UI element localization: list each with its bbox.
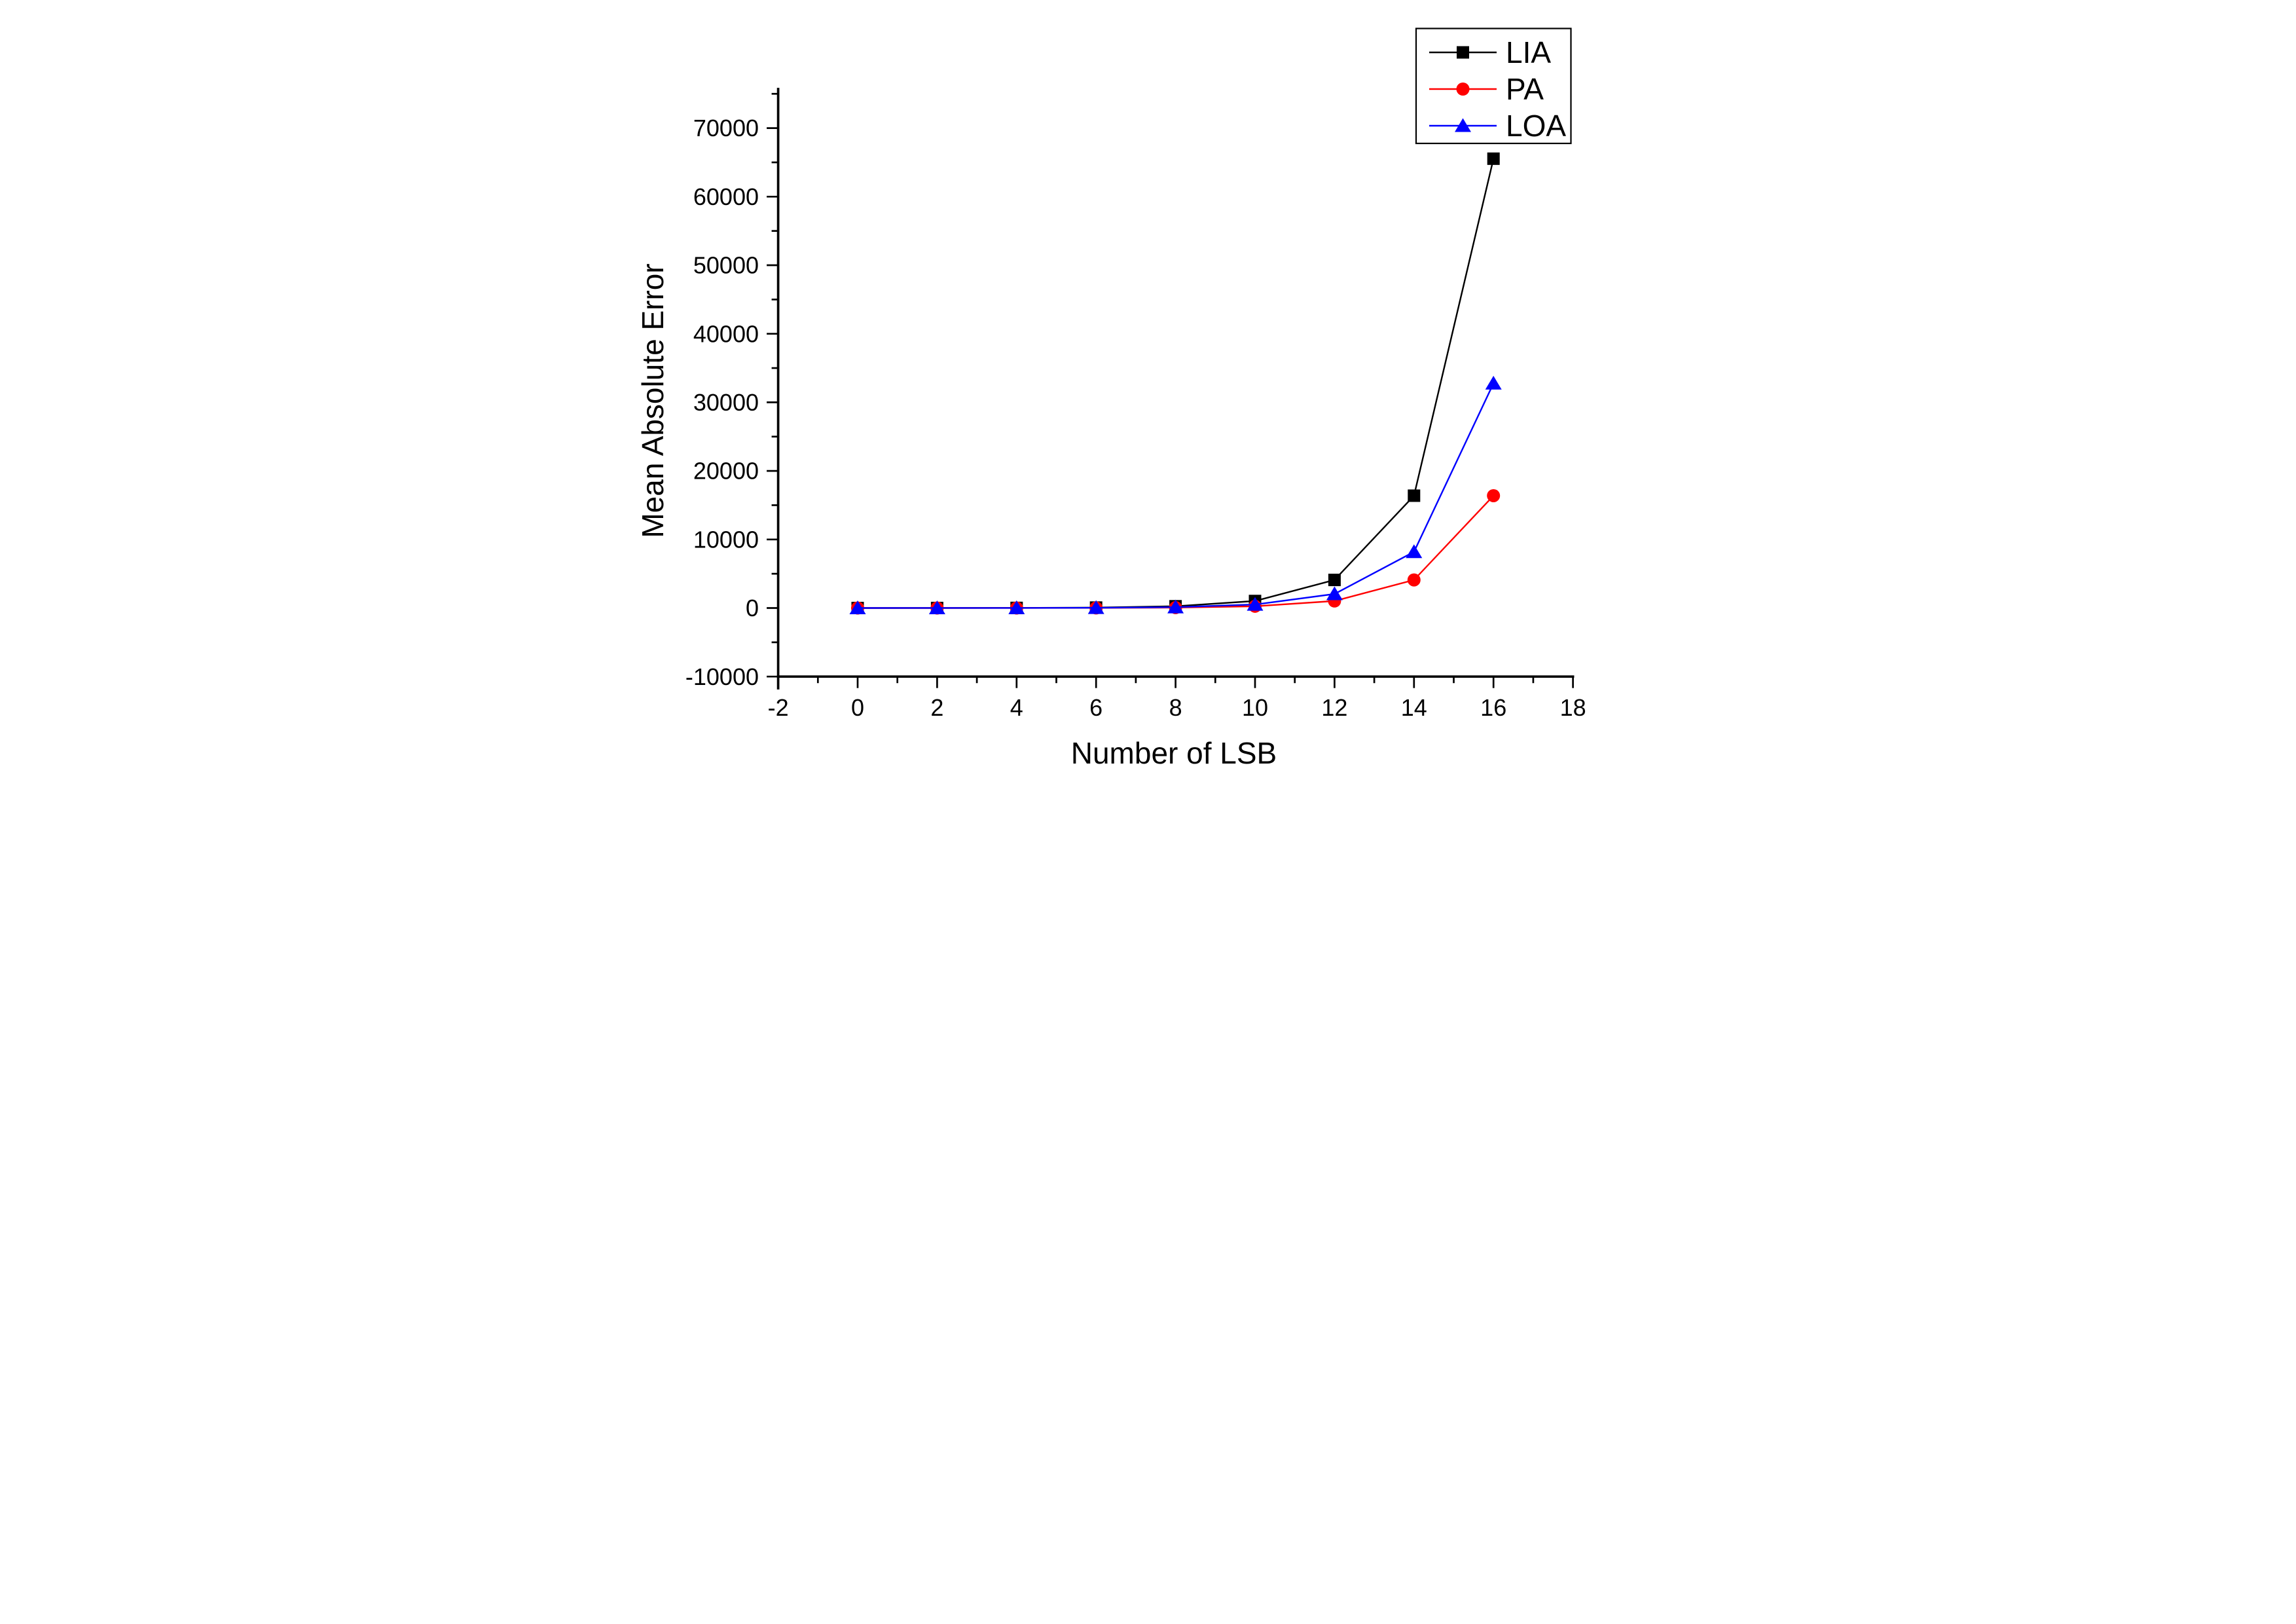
legend-marker-circle bbox=[1456, 83, 1469, 96]
x-tick-label: -2 bbox=[767, 694, 788, 721]
x-tick-label: 16 bbox=[1480, 694, 1506, 721]
data-point-LOA-16 bbox=[1485, 375, 1502, 390]
x-tick-label: 2 bbox=[930, 694, 943, 721]
series-line-LIA bbox=[857, 158, 1494, 609]
data-point-LOA-8 bbox=[1167, 599, 1184, 614]
y-tick-label: 50000 bbox=[693, 252, 758, 279]
legend-label-LOA: LOA bbox=[1506, 109, 1566, 143]
chart-figure: -10000 0 10000 20000 30000 40000 50000 60000 700… bbox=[574, 0, 1722, 812]
data-point-LOA-2 bbox=[928, 600, 945, 614]
y-tick-label: 40000 bbox=[693, 320, 758, 347]
x-tick-label: 0 bbox=[850, 694, 864, 721]
legend-marker-square bbox=[1456, 46, 1469, 59]
x-axis-title: Number of LSB bbox=[1070, 736, 1276, 770]
data-point-LOA-12 bbox=[1326, 586, 1343, 600]
series-line-LOA bbox=[857, 382, 1494, 609]
legend-label-PA: PA bbox=[1506, 72, 1544, 106]
y-tick-label: 60000 bbox=[693, 183, 758, 210]
legend-label-LIA: LIA bbox=[1506, 35, 1551, 69]
x-tick-label: 6 bbox=[1089, 694, 1102, 721]
x-tick-label: 14 bbox=[1400, 694, 1427, 721]
x-tick-label: 4 bbox=[1010, 694, 1023, 721]
legend-box bbox=[1415, 28, 1572, 145]
data-point-LIA-12 bbox=[1328, 574, 1341, 587]
series-layer bbox=[849, 152, 1502, 615]
data-point-LOA-0 bbox=[849, 600, 866, 614]
y-tick-label: 20000 bbox=[693, 458, 758, 485]
data-point-PA-16 bbox=[1486, 489, 1500, 502]
x-tick-label: 10 bbox=[1241, 694, 1267, 721]
x-tick-label: 8 bbox=[1169, 694, 1182, 721]
chart-svg: -10000 0 10000 20000 30000 40000 50000 60000 700… bbox=[636, 28, 1586, 770]
y-tick-label: -10000 bbox=[685, 663, 758, 690]
y-tick-label: 0 bbox=[745, 595, 758, 621]
data-point-LIA-16 bbox=[1487, 152, 1500, 165]
y-tick-label: 10000 bbox=[693, 526, 758, 553]
y-tick-label: 30000 bbox=[693, 389, 758, 416]
legend-marker-triangle bbox=[1454, 118, 1471, 132]
data-point-LOA-4 bbox=[1008, 600, 1025, 614]
y-axis-title: Mean Absolute Error bbox=[636, 263, 670, 538]
x-tick-label: 12 bbox=[1321, 694, 1347, 721]
data-point-LIA-14 bbox=[1407, 489, 1420, 502]
x-tick-label: 18 bbox=[1559, 694, 1586, 721]
data-point-LOA-10 bbox=[1247, 597, 1263, 611]
data-point-LOA-14 bbox=[1405, 544, 1422, 559]
data-point-LOA-6 bbox=[1087, 600, 1104, 614]
data-point-PA-14 bbox=[1407, 573, 1421, 587]
y-tick-label: 70000 bbox=[693, 115, 758, 141]
axes-layer: -10000 0 10000 20000 30000 40000 50000 60000 700… bbox=[685, 88, 1586, 721]
